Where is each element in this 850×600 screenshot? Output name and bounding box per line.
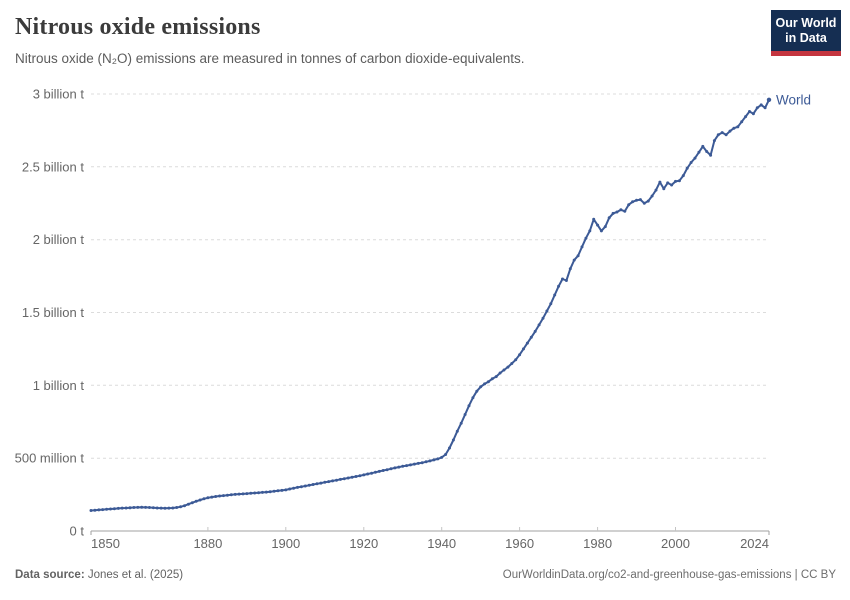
world-line-points — [89, 98, 771, 512]
world-series: World — [89, 92, 811, 512]
data-source-label: Data source: — [15, 569, 85, 581]
y-tick-label: 2.5 billion t — [22, 159, 85, 174]
y-tick-label: 1 billion t — [33, 378, 85, 393]
gridlines — [91, 93, 769, 459]
data-source: Data source: Jones et al. (2025) — [15, 569, 183, 581]
chart-footer: Data source: Jones et al. (2025) OurWorl… — [15, 569, 836, 581]
y-tick-label: 0 t — [70, 524, 85, 539]
data-source-value: Jones et al. (2025) — [84, 569, 184, 581]
chart-subtitle: Nitrous oxide (N₂O) emissions are measur… — [15, 51, 525, 66]
x-tick-label: 1920 — [349, 536, 378, 551]
x-tick-label: 1960 — [505, 536, 534, 551]
owid-logo-line2: in Data — [785, 31, 827, 46]
x-tick-label: 2024 — [740, 536, 769, 551]
x-tick-label: 2000 — [661, 536, 690, 551]
page-title: Nitrous oxide emissions — [15, 14, 261, 40]
y-tick-label: 1.5 billion t — [22, 305, 85, 320]
x-tick-label: 1880 — [193, 536, 222, 551]
x-tick-label: 1900 — [271, 536, 300, 551]
y-tick-label: 500 million t — [15, 451, 85, 466]
x-axis: 1850 1880 1900 1920 1940 1960 1980 2000 2024 — [90, 527, 770, 551]
owid-logo[interactable]: Our World in Data — [771, 10, 841, 56]
world-line[interactable] — [90, 98, 770, 512]
license-label: | CC BY — [791, 569, 836, 581]
x-tick-label: 1850 — [91, 536, 120, 551]
x-tick-label: 1980 — [583, 536, 612, 551]
y-tick-label: 2 billion t — [33, 232, 85, 247]
y-tick-label: 3 billion t — [33, 87, 85, 102]
y-axis-labels: 0 t 500 million t 1 billion t 1.5 billion t… — [15, 87, 85, 539]
series-label-world[interactable]: World — [776, 92, 811, 107]
x-tick-label: 1940 — [427, 536, 456, 551]
owid-url-link[interactable]: OurWorldinData.org/co2-and-greenhouse-ga… — [502, 569, 792, 581]
world-line-end-point — [766, 97, 772, 103]
owid-logo-line1: Our World — [775, 16, 837, 30]
footer-attribution: OurWorldinData.org/co2-and-greenhouse-ga… — [503, 569, 836, 581]
